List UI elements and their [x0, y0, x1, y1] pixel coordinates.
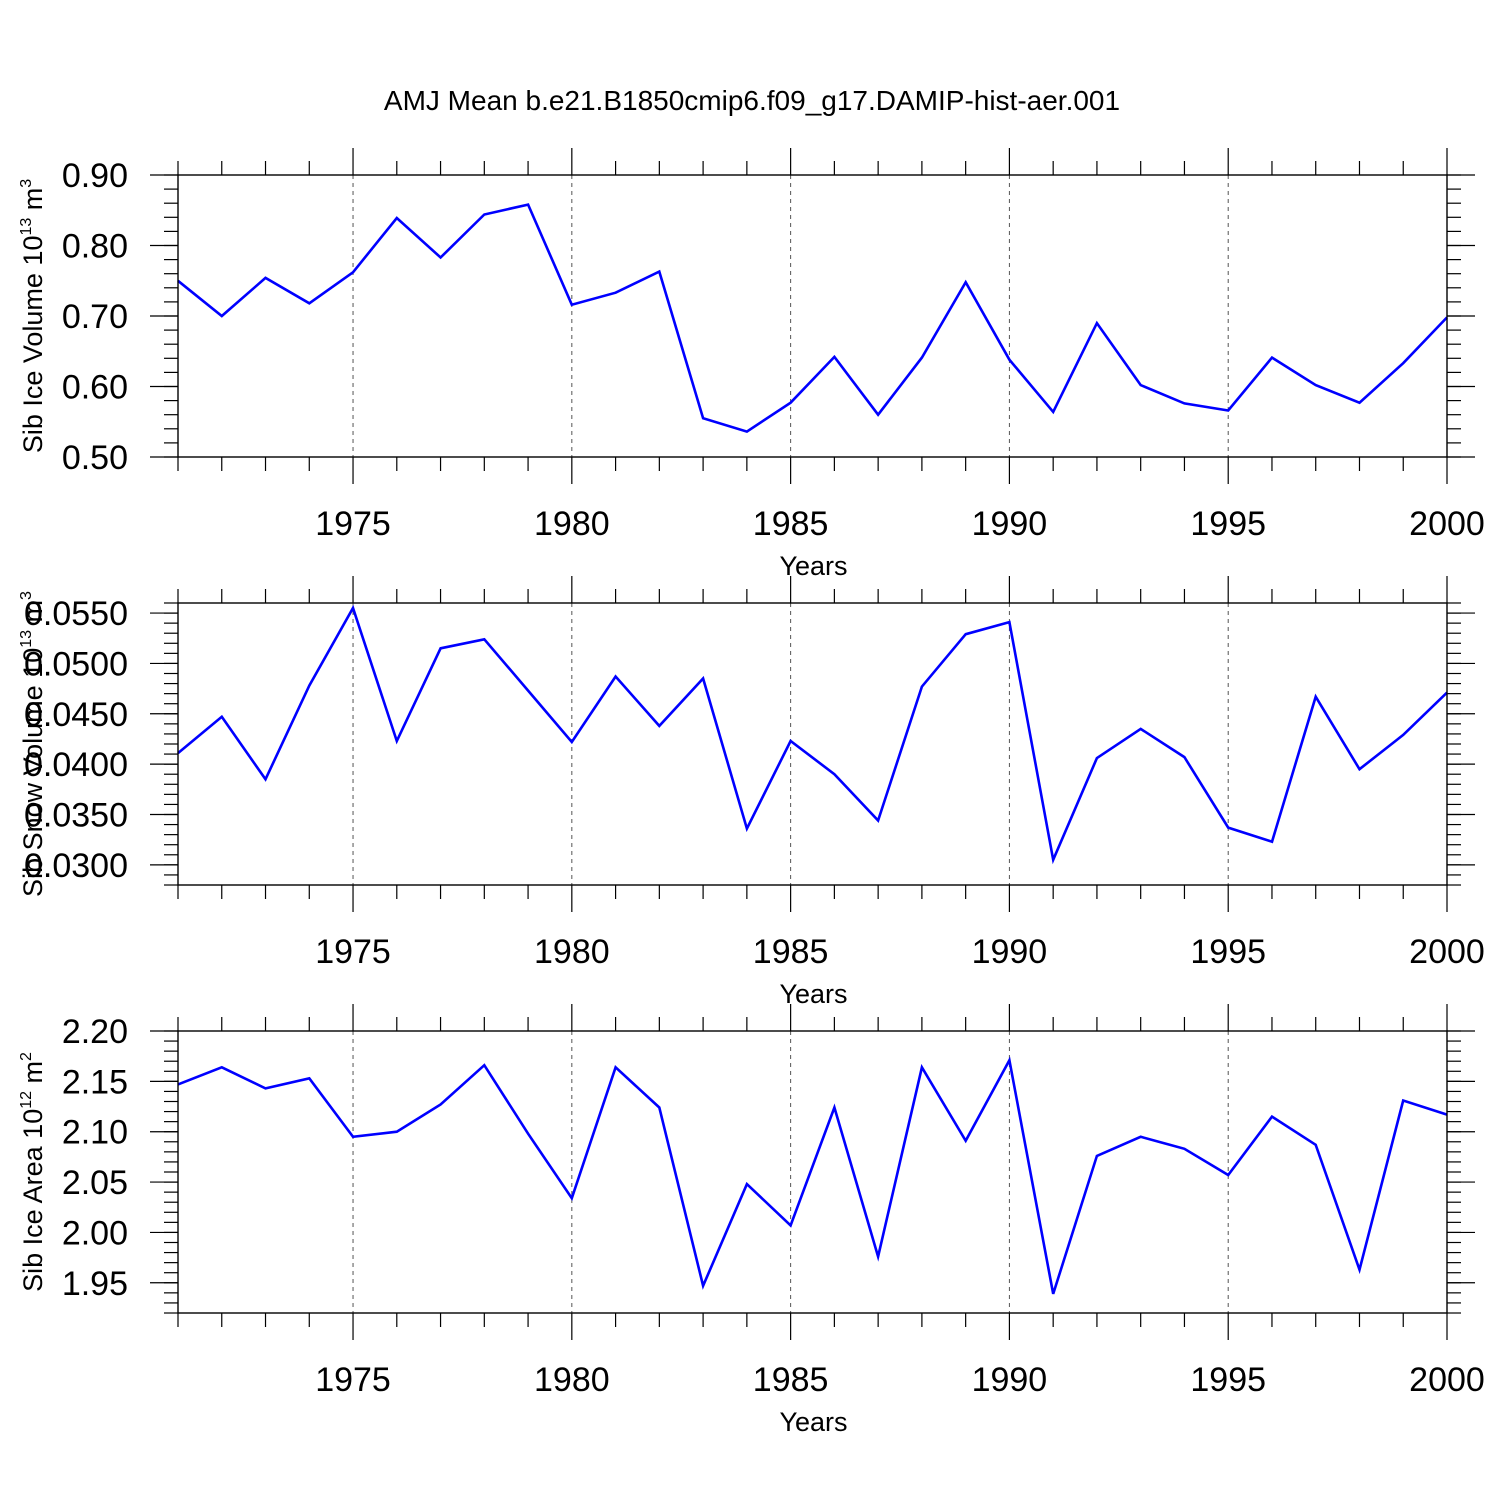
x-axis-label: Years	[779, 979, 847, 1009]
x-tick-label: 1975	[315, 505, 391, 543]
x-tick-label: 1980	[534, 933, 610, 971]
x-tick-label: 1995	[1190, 505, 1266, 543]
y-axis-label-text: Sib Ice Volume 10	[18, 236, 48, 454]
y-tick-label: 1.95	[62, 1265, 128, 1303]
y-tick-label: 2.20	[62, 1013, 128, 1051]
y-tick-label: 0.70	[62, 298, 128, 336]
x-tick-label: 1985	[753, 933, 829, 971]
y-axis-label-exponent: 12	[18, 1091, 35, 1109]
x-tick-label: 2000	[1409, 933, 1485, 971]
y-tick-label: 2.10	[62, 1114, 128, 1152]
y-tick-label: 0.0450	[24, 696, 128, 734]
x-tick-label: 1985	[753, 1361, 829, 1399]
chart-title: AMJ Mean b.e21.B1850cmip6.f09_g17.DAMIP-…	[384, 85, 1120, 116]
y-axis-label-exponent: 13	[18, 630, 35, 648]
x-tick-label: 1990	[972, 505, 1048, 543]
y-tick-label: 2.15	[62, 1063, 128, 1101]
y-tick-label: 0.0350	[24, 797, 128, 835]
series-line-ice-volume	[177, 203, 1448, 434]
y-axis-label-text: Sib Snow Volume 10	[18, 648, 48, 897]
y-tick-label: 0.0550	[24, 595, 128, 633]
y-axis-label-unit-exponent: 3	[18, 179, 35, 188]
y-axis-label: Sib Ice Area 1012 m2	[18, 1052, 48, 1292]
x-axis-label: Years	[779, 1407, 847, 1437]
y-tick-label: 0.50	[62, 439, 128, 477]
y-tick-label: 0.0500	[24, 645, 128, 683]
y-tick-label: 2.05	[62, 1164, 128, 1202]
x-tick-label: 1990	[972, 933, 1048, 971]
plot-frame	[177, 1030, 1448, 1314]
panel-snow-volume: 1975 1980 1985 1990 1995 2000 0.0300 0.0350 0.04…	[18, 576, 1485, 1009]
x-tick-label: 2000	[1409, 1361, 1485, 1399]
x-tick-label: 1990	[972, 1361, 1048, 1399]
y-tick-label: 2.00	[62, 1214, 128, 1252]
y-tick-label: 0.80	[62, 228, 128, 266]
y-axis-label-exponent: 13	[18, 218, 35, 236]
plot-frame	[177, 602, 1448, 886]
y-axis-label-unit-exponent: 2	[18, 1052, 35, 1061]
y-axis-label: Sib Ice Volume 1013 m3	[18, 179, 48, 453]
x-tick-label: 1975	[315, 1361, 391, 1399]
x-axis-label: Years	[779, 551, 847, 581]
panel-ice-volume: 1975 1980 1985 1990 1995 2000 0.50 0.60 0.70 0.80…	[18, 148, 1485, 581]
y-tick-label: 0.0300	[24, 847, 128, 885]
panel-ice-area: 1975 1980 1985 1990 1995 2000 1.95 2.00 2.05 2.10…	[18, 1004, 1485, 1437]
x-tick-label: 1995	[1190, 1361, 1266, 1399]
y-axis-label-unit: m	[18, 188, 48, 218]
x-tick-label: 1985	[753, 505, 829, 543]
y-axis-label-unit: m	[18, 1061, 48, 1091]
series-line-snow-volume	[177, 604, 1448, 865]
y-tick-label: 0.90	[62, 157, 128, 195]
y-tick-label: 0.0400	[24, 746, 128, 784]
y-axis-label: Sib Snow Volume 1013 m3	[18, 591, 48, 897]
y-axis-label-unit: m	[18, 600, 48, 630]
plot-frame	[177, 174, 1448, 458]
y-axis-label-unit-exponent: 3	[18, 591, 35, 600]
y-axis-label-text: Sib Ice Area 10	[18, 1109, 48, 1292]
series-line-ice-area	[177, 1056, 1448, 1295]
y-tick-label: 0.60	[62, 369, 128, 407]
x-tick-label: 1980	[534, 1361, 610, 1399]
x-tick-label: 1995	[1190, 933, 1266, 971]
x-tick-label: 2000	[1409, 505, 1485, 543]
x-tick-label: 1980	[534, 505, 610, 543]
x-tick-label: 1975	[315, 933, 391, 971]
